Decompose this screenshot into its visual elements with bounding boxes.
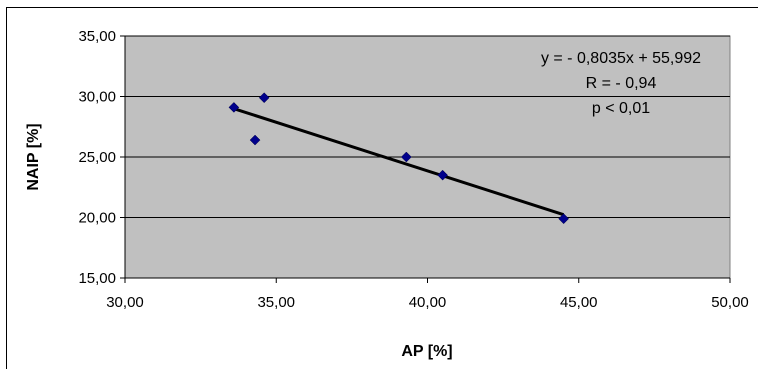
p-value-annotation: p < 0,01 — [592, 100, 650, 117]
equation-annotation: y = - 0,8035x + 55,992 — [541, 50, 701, 67]
x-tick-label: 50,00 — [711, 294, 749, 311]
data-point — [437, 169, 448, 181]
y-tick-labels: 15,00 20,00 25,00 30,00 35,00 — [78, 28, 116, 287]
data-point — [258, 92, 270, 104]
data-points — [228, 92, 569, 225]
axes — [120, 35, 731, 283]
data-point — [249, 134, 261, 146]
data-point — [228, 102, 240, 113]
x-tick-label: 30,00 — [106, 294, 144, 311]
x-tick-label: 40,00 — [409, 294, 447, 311]
y-tick-label: 25,00 — [78, 149, 116, 166]
x-tick-labels: 30,00 35,00 40,00 45,00 50,00 — [106, 294, 749, 311]
trendline — [233, 107, 565, 217]
y-axis-label: NAIP [%] — [25, 123, 42, 190]
y-tick-label: 30,00 — [78, 89, 116, 106]
x-tick-label: 35,00 — [257, 294, 295, 311]
y-tick-label: 20,00 — [78, 210, 116, 227]
gridlines — [125, 35, 730, 218]
data-point — [558, 213, 569, 225]
correlation-annotation: R = - 0,94 — [586, 75, 657, 92]
x-axis-label: AP [%] — [401, 343, 452, 360]
y-tick-label: 15,00 — [78, 270, 116, 287]
y-tick-label: 35,00 — [78, 28, 116, 45]
data-point — [400, 151, 412, 163]
trendline-group — [233, 107, 565, 217]
x-tick-label: 45,00 — [560, 294, 598, 311]
